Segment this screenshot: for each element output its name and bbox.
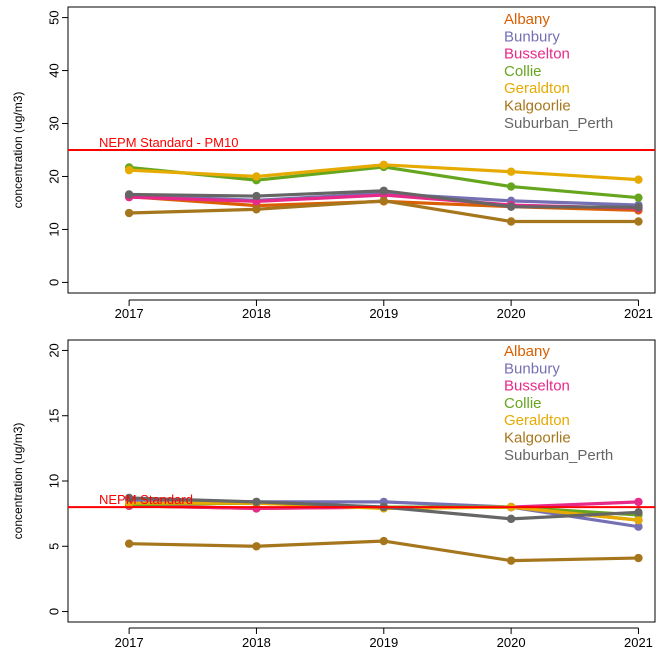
- chart-2-point-kalgoorlie: [252, 542, 261, 551]
- chart-1-x-tick-label: 2021: [624, 306, 653, 321]
- chart-1-x-tick-label: 2018: [242, 306, 271, 321]
- chart-1-point-suburban_perth: [124, 190, 134, 199]
- chart-1-point-collie: [506, 182, 516, 191]
- chart-2-point-bunbury: [634, 522, 643, 531]
- chart-1-legend-entry-suburban_perth: Suburban_Perth: [504, 115, 613, 132]
- chart-2-point-geraldton: [634, 515, 643, 525]
- chart-1-legend-entry-albany: Albany: [504, 11, 550, 28]
- chart-1-y-tick-label: 0: [47, 279, 62, 286]
- chart-2-point-suburban_perth: [124, 493, 134, 503]
- chart-1-legend-entry-busselton: Busselton: [504, 46, 570, 63]
- chart-2-point-suburban_perth: [252, 497, 261, 507]
- chart-1-point-geraldton: [252, 172, 261, 181]
- chart-2-point-kalgoorlie: [379, 536, 388, 546]
- chart-1-x-tick-label: 2019: [369, 306, 398, 321]
- chart-2-y-tick-label: 15: [47, 408, 62, 422]
- chart-2-legend-entry-geraldton: Geraldton: [504, 412, 570, 429]
- chart-1-y-tick-label: 10: [47, 222, 62, 236]
- chart-2-x-tick-label: 2021: [624, 635, 653, 650]
- chart-2-x-tick-label: 2020: [497, 635, 526, 650]
- chart-2-point-kalgoorlie: [124, 539, 134, 548]
- chart-1-y-tick-label: 30: [47, 116, 62, 130]
- chart-1-legend-entry-collie: Collie: [504, 63, 542, 80]
- chart-1-point-collie: [634, 193, 643, 202]
- chart-2-point-kalgoorlie: [634, 553, 643, 563]
- chart-2-legend-entry-bunbury: Bunbury: [504, 360, 560, 377]
- chart-1-nepm-standard-label: NEPM Standard - PM10: [99, 135, 238, 150]
- chart-2-y-tick-label: 10: [47, 474, 62, 488]
- chart-2-x-tick-label: 2018: [242, 635, 271, 650]
- chart-1-point-suburban_perth: [634, 203, 643, 212]
- chart-1-legend-entry-kalgoorlie: Kalgoorlie: [504, 98, 571, 115]
- chart-2-legend-entry-suburban_perth: Suburban_Perth: [504, 447, 613, 464]
- chart-2-legend-entry-albany: Albany: [504, 343, 550, 360]
- chart-2-point-kalgoorlie: [506, 556, 516, 565]
- chart-1-y-axis-label: concentration (ug/m3): [11, 92, 25, 209]
- chart-1-x-tick-label: 2017: [115, 306, 144, 321]
- chart-1-point-geraldton: [124, 165, 134, 175]
- chart-2-x-tick-label: 2017: [115, 635, 144, 650]
- chart-1-point-suburban_perth: [379, 186, 388, 195]
- chart-2-y-tick-label: 0: [47, 608, 62, 615]
- chart-1-y-tick-label: 50: [47, 10, 62, 24]
- chart-2-point-suburban_perth: [506, 514, 516, 524]
- chart-1-y-tick-label: 40: [47, 63, 62, 77]
- chart-2-x-tick-label: 2019: [369, 635, 398, 650]
- chart-1-legend-entry-geraldton: Geraldton: [504, 80, 570, 97]
- chart-2-legend-entry-busselton: Busselton: [504, 378, 570, 395]
- chart-1-point-geraldton: [634, 175, 643, 184]
- chart-1-point-kalgoorlie: [252, 205, 261, 214]
- chart-1-point-kalgoorlie: [379, 196, 388, 206]
- chart-1-point-geraldton: [379, 160, 388, 170]
- chart-2-point-busselton: [634, 497, 643, 507]
- chart-2-y-tick-label: 20: [47, 343, 62, 357]
- chart-2-legend-entry-collie: Collie: [504, 395, 542, 412]
- chart-1-point-suburban_perth: [506, 202, 516, 211]
- chart-1-point-kalgoorlie: [124, 208, 134, 218]
- chart-1-x-tick-label: 2020: [497, 306, 526, 321]
- chart-2-legend-entry-kalgoorlie: Kalgoorlie: [504, 430, 571, 447]
- chart-2-y-axis-label: concentration (ug/m3): [11, 423, 25, 540]
- chart-1-point-geraldton: [506, 167, 516, 176]
- chart-1-point-kalgoorlie: [506, 217, 516, 226]
- chart-1-point-kalgoorlie: [634, 217, 643, 226]
- chart-1-point-suburban_perth: [252, 191, 261, 201]
- chart-2-nepm-standard-label: NEPM Standard: [99, 492, 193, 507]
- chart-2-point-suburban_perth: [634, 508, 643, 517]
- chart-1-legend-entry-bunbury: Bunbury: [504, 28, 560, 45]
- chart-2-y-tick-label: 5: [47, 543, 62, 550]
- chart-1-y-tick-label: 20: [47, 169, 62, 183]
